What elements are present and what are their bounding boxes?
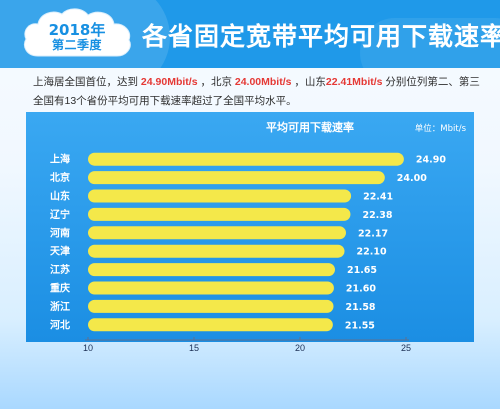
bar (88, 189, 352, 203)
value-label: 22.17 (358, 228, 388, 239)
cloud-badge: 2018年 第二季度 (20, 6, 134, 60)
summary-line-1: 上海居全国首位，达到 24.90Mbit/s ，北京 24.00Mbit/s ，… (33, 73, 483, 92)
bar (88, 171, 385, 185)
category-label: 天津 (50, 245, 70, 258)
x-tick-label: 15 (189, 343, 199, 353)
category-label: 山东 (50, 190, 70, 203)
bar (88, 226, 347, 240)
value-label: 22.38 (362, 210, 392, 221)
value-label: 24.90 (416, 155, 446, 166)
category-label: 浙江 (50, 300, 70, 313)
summary-text-part-1: 上海居全国首位，达到 (33, 76, 141, 88)
summary-line-2: 全国有13个省份平均可用下载速率超过了全国平均水平。 (33, 95, 297, 107)
shandong-highlight-value: 22.41Mbit/s (325, 76, 383, 88)
bar (88, 299, 334, 313)
x-tick-label: 20 (295, 343, 305, 353)
value-label: 22.41 (363, 192, 393, 203)
cloud-icon (24, 8, 131, 57)
summary-text-part-4: 分别位列第二、第三 (382, 76, 480, 88)
chart-unit: 单位：Mbit/s (415, 123, 467, 134)
category-label: 江苏 (50, 263, 70, 276)
category-label: 河北 (50, 318, 70, 331)
category-label: 辽宁 (50, 208, 70, 221)
page-title: 各省固定宽带平均可用下载速率 (142, 22, 500, 51)
bar (88, 207, 351, 221)
shanghai-highlight-value: 24.90Mbit/s (140, 76, 198, 88)
quarter-label: 第二季度 (51, 38, 102, 52)
chart-title: 平均可用下载速率 (266, 120, 354, 134)
bar (88, 244, 345, 258)
summary-text-part-3: ，山东 (291, 76, 326, 88)
x-tick-label: 25 (401, 343, 411, 353)
value-label: 24.00 (397, 173, 427, 184)
summary-text: 上海居全国首位，达到 24.90Mbit/s ，北京 24.00Mbit/s ，… (33, 73, 483, 111)
value-label: 21.60 (346, 284, 376, 295)
summary-text-part-2: ，北京 (197, 76, 235, 88)
bar (88, 152, 404, 166)
bar (88, 281, 334, 295)
category-label: 重庆 (50, 282, 70, 295)
value-label: 21.58 (345, 302, 375, 313)
bar (88, 318, 333, 332)
category-label: 上海 (50, 153, 70, 166)
bar (88, 263, 335, 277)
x-tick-label: 10 (83, 343, 93, 353)
category-label: 北京 (50, 171, 70, 184)
value-label: 21.65 (347, 265, 377, 276)
year-label: 2018年 (48, 21, 106, 39)
value-label: 22.10 (357, 247, 387, 258)
value-label: 21.55 (345, 320, 375, 331)
beijing-highlight-value: 24.00Mbit/s (234, 76, 292, 88)
category-label: 河南 (50, 226, 70, 239)
header-banner: 2018年 第二季度 各省固定宽带平均可用下载速率 (0, 0, 500, 68)
